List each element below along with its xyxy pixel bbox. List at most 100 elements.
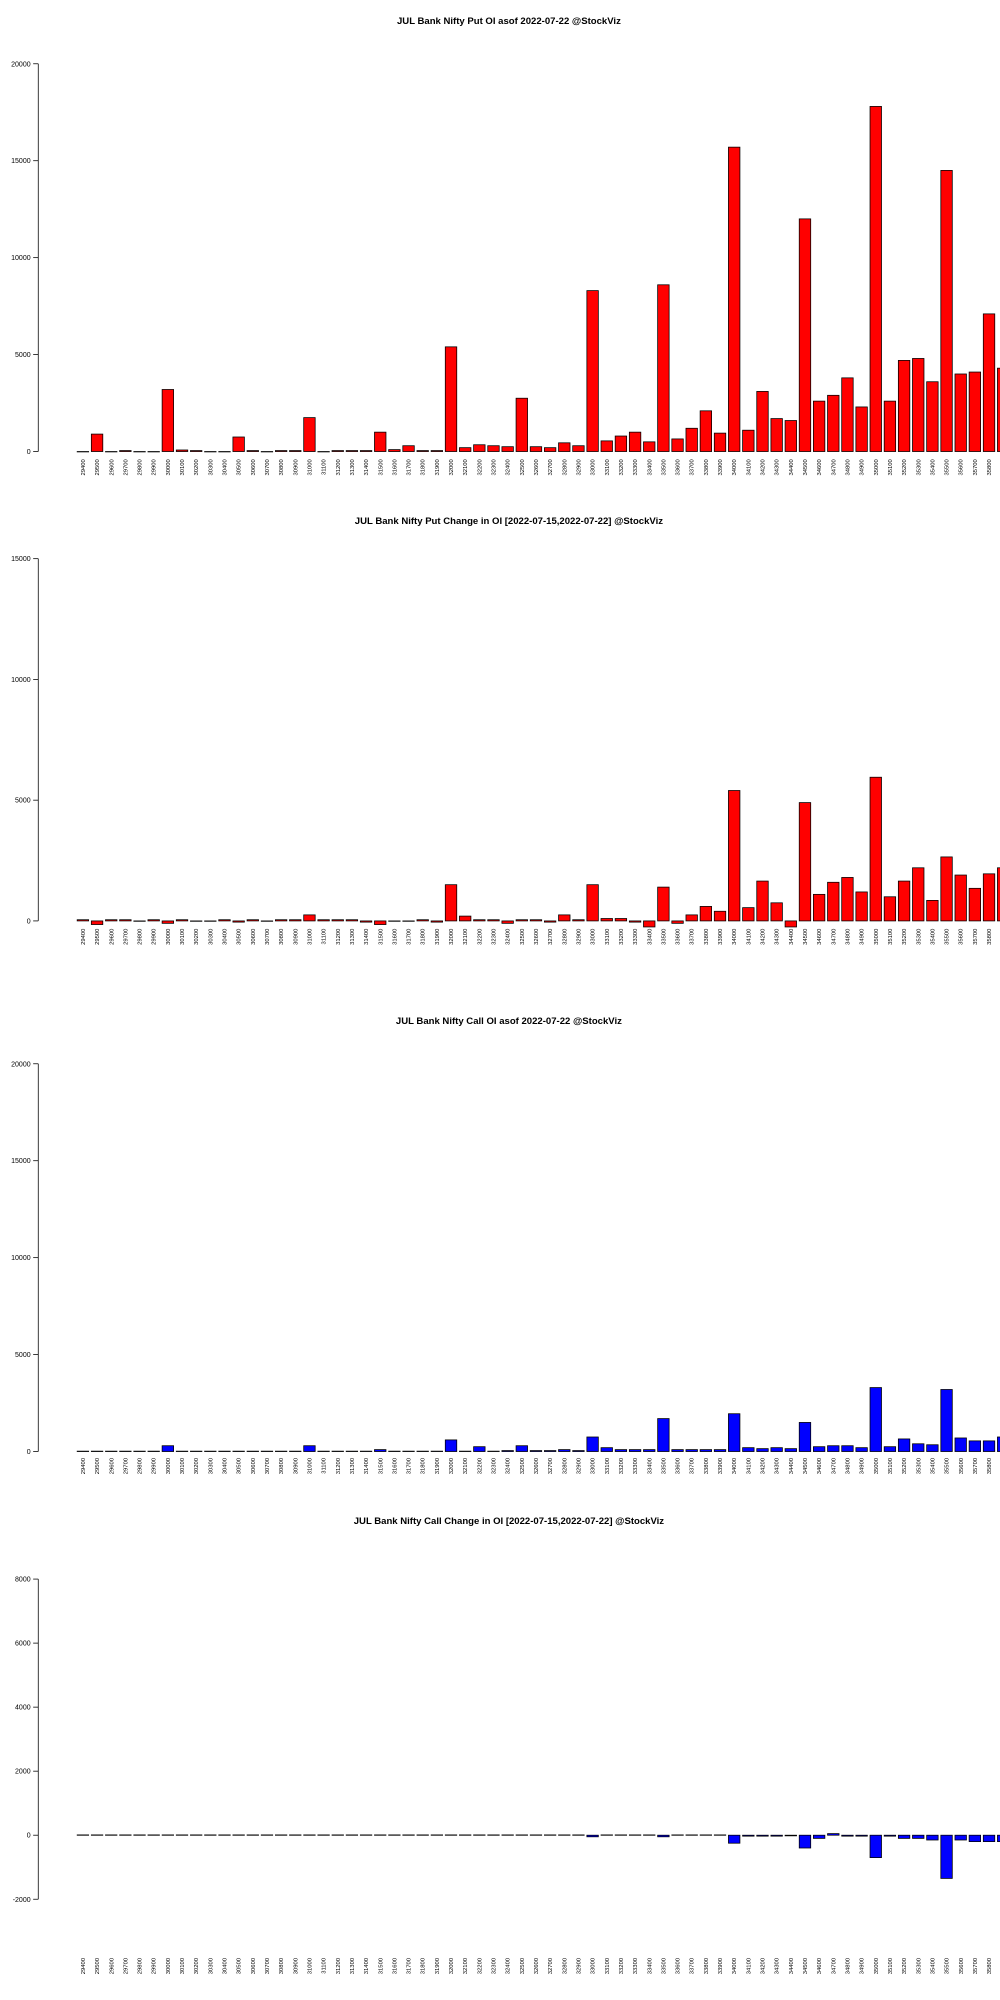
x-tick-label: 31500 — [378, 928, 384, 945]
bar — [713, 1449, 727, 1452]
x-tick-label: 29700 — [123, 1457, 129, 1474]
bar — [147, 919, 160, 922]
bar — [912, 867, 925, 922]
x-tick-label: 31600 — [392, 928, 398, 945]
bar — [374, 920, 387, 925]
x-tick-label: 31400 — [364, 1457, 370, 1474]
bar — [444, 346, 458, 452]
x-tick-label: 31200 — [336, 1957, 342, 1974]
x-tick-label: 34400 — [789, 928, 795, 945]
bar — [628, 431, 642, 452]
x-tick-label: 33600 — [676, 458, 682, 475]
bar — [827, 394, 840, 452]
bar — [90, 433, 104, 452]
x-tick-label: 33000 — [591, 1957, 597, 1974]
x-tick-label: 35300 — [916, 1457, 922, 1474]
bar — [119, 919, 132, 922]
bar — [841, 377, 854, 452]
bar — [600, 440, 613, 452]
bar — [600, 1447, 613, 1452]
bar — [756, 1834, 769, 1837]
x-tick-label: 34900 — [860, 928, 866, 945]
y-tick-label: -2000 — [13, 1897, 31, 1904]
x-tick-label: 35600 — [959, 1957, 965, 1974]
x-tick-label: 35200 — [902, 458, 908, 475]
bar — [515, 919, 528, 922]
x-tick-label: 31100 — [322, 1957, 328, 1974]
x-tick-label: 30700 — [265, 1957, 271, 1974]
x-tick-label: 33300 — [633, 928, 639, 945]
x-tick-label: 34900 — [860, 1957, 866, 1974]
x-tick-label: 35600 — [959, 928, 965, 945]
bar — [331, 919, 344, 922]
bar — [529, 1450, 543, 1452]
bar — [501, 1450, 514, 1452]
bar — [529, 919, 543, 922]
x-tick-label: 34200 — [761, 928, 767, 945]
bar — [883, 896, 897, 922]
x-tick-label: 30100 — [180, 1957, 186, 1974]
x-tick-label: 35200 — [902, 928, 908, 945]
x-tick-label: 35400 — [930, 458, 936, 475]
y-tick-label: 6000 — [15, 1641, 31, 1648]
bar — [728, 1834, 741, 1844]
bar — [770, 1447, 783, 1452]
x-tick-label: 31000 — [307, 928, 313, 945]
bar — [246, 919, 259, 922]
bar — [897, 1834, 911, 1839]
x-tick-label: 31300 — [350, 1457, 356, 1474]
x-tick-label: 33400 — [647, 458, 653, 475]
bar — [813, 893, 826, 922]
x-tick-label: 35400 — [930, 1457, 936, 1474]
x-tick-label: 32800 — [562, 928, 568, 945]
bar — [756, 391, 769, 452]
x-tick-label: 31300 — [350, 928, 356, 945]
x-tick-label: 32500 — [520, 1957, 526, 1974]
x-tick-label: 32600 — [534, 1957, 540, 1974]
bar — [912, 358, 925, 452]
bar — [119, 450, 132, 452]
bar — [997, 1436, 1000, 1452]
bar — [897, 1438, 911, 1452]
x-tick-label: 34000 — [732, 928, 738, 945]
x-tick-label: 33600 — [676, 1957, 682, 1974]
x-tick-label: 32300 — [492, 928, 498, 945]
bar — [940, 1389, 953, 1452]
x-tick-label: 32100 — [463, 1957, 469, 1974]
bar — [954, 1437, 967, 1452]
x-tick-label: 29800 — [138, 1457, 144, 1474]
x-tick-label: 32800 — [562, 1457, 568, 1474]
bar — [982, 873, 996, 922]
bar — [175, 449, 189, 452]
x-tick-label: 34100 — [746, 1957, 752, 1974]
x-tick-label: 32300 — [492, 458, 498, 475]
x-tick-label: 31800 — [421, 1957, 427, 1974]
x-tick-label: 33800 — [704, 458, 710, 475]
bar — [218, 919, 231, 922]
x-tick-label: 32400 — [506, 1957, 512, 1974]
bar — [359, 450, 373, 452]
bar — [459, 447, 472, 452]
x-tick-label: 35600 — [959, 458, 965, 475]
bar — [685, 914, 698, 922]
x-tick-label: 35300 — [916, 458, 922, 475]
x-tick-label: 31800 — [421, 1457, 427, 1474]
bar — [558, 914, 571, 922]
x-tick-label: 29500 — [95, 458, 101, 475]
x-tick-label: 32000 — [449, 928, 455, 945]
bar — [713, 432, 727, 452]
x-tick-label: 34900 — [860, 458, 866, 475]
bar — [841, 1445, 854, 1452]
x-tick-label: 32000 — [449, 1957, 455, 1974]
bar — [274, 919, 288, 922]
x-tick-label: 33300 — [633, 1957, 639, 1974]
x-tick-label: 34800 — [845, 1957, 851, 1974]
x-tick-label: 33600 — [676, 928, 682, 945]
x-tick-label: 33500 — [661, 1957, 667, 1974]
y-tick-label: 0 — [27, 449, 31, 456]
x-tick-label: 32900 — [576, 1957, 582, 1974]
y-tick-label: 5000 — [15, 352, 31, 359]
x-tick-label: 29400 — [81, 458, 87, 475]
x-tick-label: 30200 — [194, 458, 200, 475]
x-tick-label: 29900 — [152, 1457, 158, 1474]
